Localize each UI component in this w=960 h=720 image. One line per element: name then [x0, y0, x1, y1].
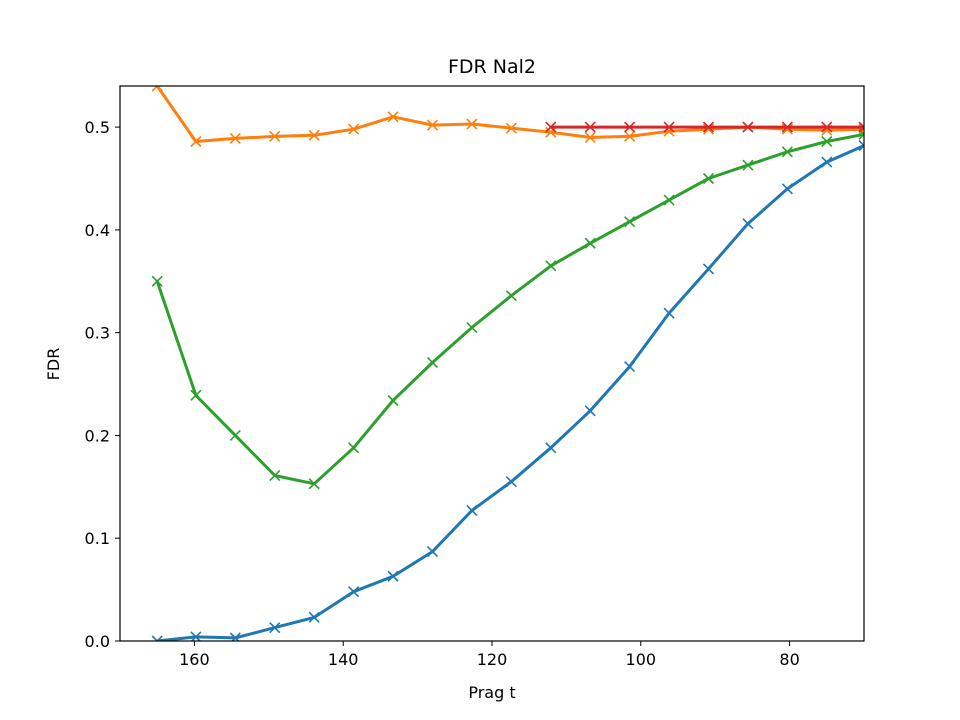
series-2-point [505, 122, 517, 134]
series-4-point [858, 121, 864, 133]
series-4-point [663, 121, 675, 133]
series-2-point [308, 129, 320, 141]
series-3-point [742, 159, 754, 171]
y-axis-label: FDR [44, 348, 63, 381]
series-2-point [348, 123, 360, 135]
series-3-point [821, 135, 833, 148]
series-4-point [742, 121, 754, 133]
y-tick-label: 0.5 [85, 118, 110, 137]
series-3-point [269, 469, 281, 482]
series-1-point [466, 504, 478, 517]
series-1-point [387, 570, 399, 582]
series-2-point [151, 86, 163, 92]
series-3-point [584, 237, 596, 249]
series-1-point [190, 631, 202, 641]
axes-layer: 160 140 120 100 80 0.0 0.1 0.2 0.3 0.4 0.5 [85, 85, 865, 669]
series-3-point [702, 172, 715, 185]
x-tick-label: 160 [179, 650, 210, 669]
series-1-point [781, 183, 793, 195]
series-3-point [387, 394, 399, 407]
series-3-point [151, 275, 163, 287]
series-3-point [190, 389, 202, 401]
series-1-point [742, 218, 754, 230]
series-1-point [821, 156, 833, 168]
series-1-point [151, 635, 163, 641]
series-3 [151, 128, 864, 490]
series-3-point [624, 216, 636, 228]
series-3-point [545, 260, 557, 272]
series-2-point [269, 130, 281, 142]
series-1-point [348, 586, 360, 598]
series-2-point [584, 131, 596, 143]
series-1-point [229, 632, 241, 641]
series-3-point [229, 429, 241, 442]
x-axis-label: Prag t [468, 683, 515, 702]
series-3-point [426, 356, 439, 369]
y-tick-label: 0.0 [85, 632, 110, 651]
y-tick-label: 0.1 [85, 529, 110, 548]
series-4-point [545, 121, 557, 133]
series-2-point [545, 126, 557, 138]
series-3-point [663, 194, 675, 206]
series-1-point [505, 476, 517, 488]
y-tick-label: 0.2 [85, 426, 110, 445]
series-1 [151, 140, 864, 641]
series-1-point [545, 442, 557, 454]
series-3-point [505, 290, 517, 302]
series-1-point [269, 622, 281, 634]
series-2-point [190, 135, 202, 148]
series-3-point [781, 146, 793, 158]
series-3-point [466, 321, 478, 334]
series-1-point [308, 611, 320, 623]
series-2-point [624, 130, 636, 142]
series-1-point [624, 361, 636, 373]
series-2-point [387, 111, 399, 123]
series-3-point [308, 478, 320, 490]
series-4-point [821, 121, 833, 133]
x-tick-label: 80 [779, 650, 799, 669]
series-1-point [663, 307, 675, 319]
series-1-point [584, 405, 596, 417]
x-tick-label: 140 [328, 650, 359, 669]
x-tick-label: 120 [477, 650, 508, 669]
series-4-point [781, 121, 793, 133]
series-4-point [584, 121, 596, 133]
series-4 [545, 121, 864, 133]
series-2-point [229, 132, 241, 144]
series-4-point [624, 121, 636, 133]
x-tick-label: 100 [626, 650, 657, 669]
y-tick-label: 0.4 [85, 221, 110, 240]
series-1-point [702, 263, 715, 275]
series-2-point [466, 118, 478, 130]
series-1-point [858, 140, 864, 152]
series-4-point [702, 121, 715, 133]
series-layer [151, 86, 864, 641]
series-3-point [348, 442, 360, 454]
series-2-point [426, 119, 439, 131]
y-tick-label: 0.3 [85, 324, 110, 343]
chart-title: FDR Nal2 [448, 56, 536, 78]
series-1-point [426, 546, 439, 558]
